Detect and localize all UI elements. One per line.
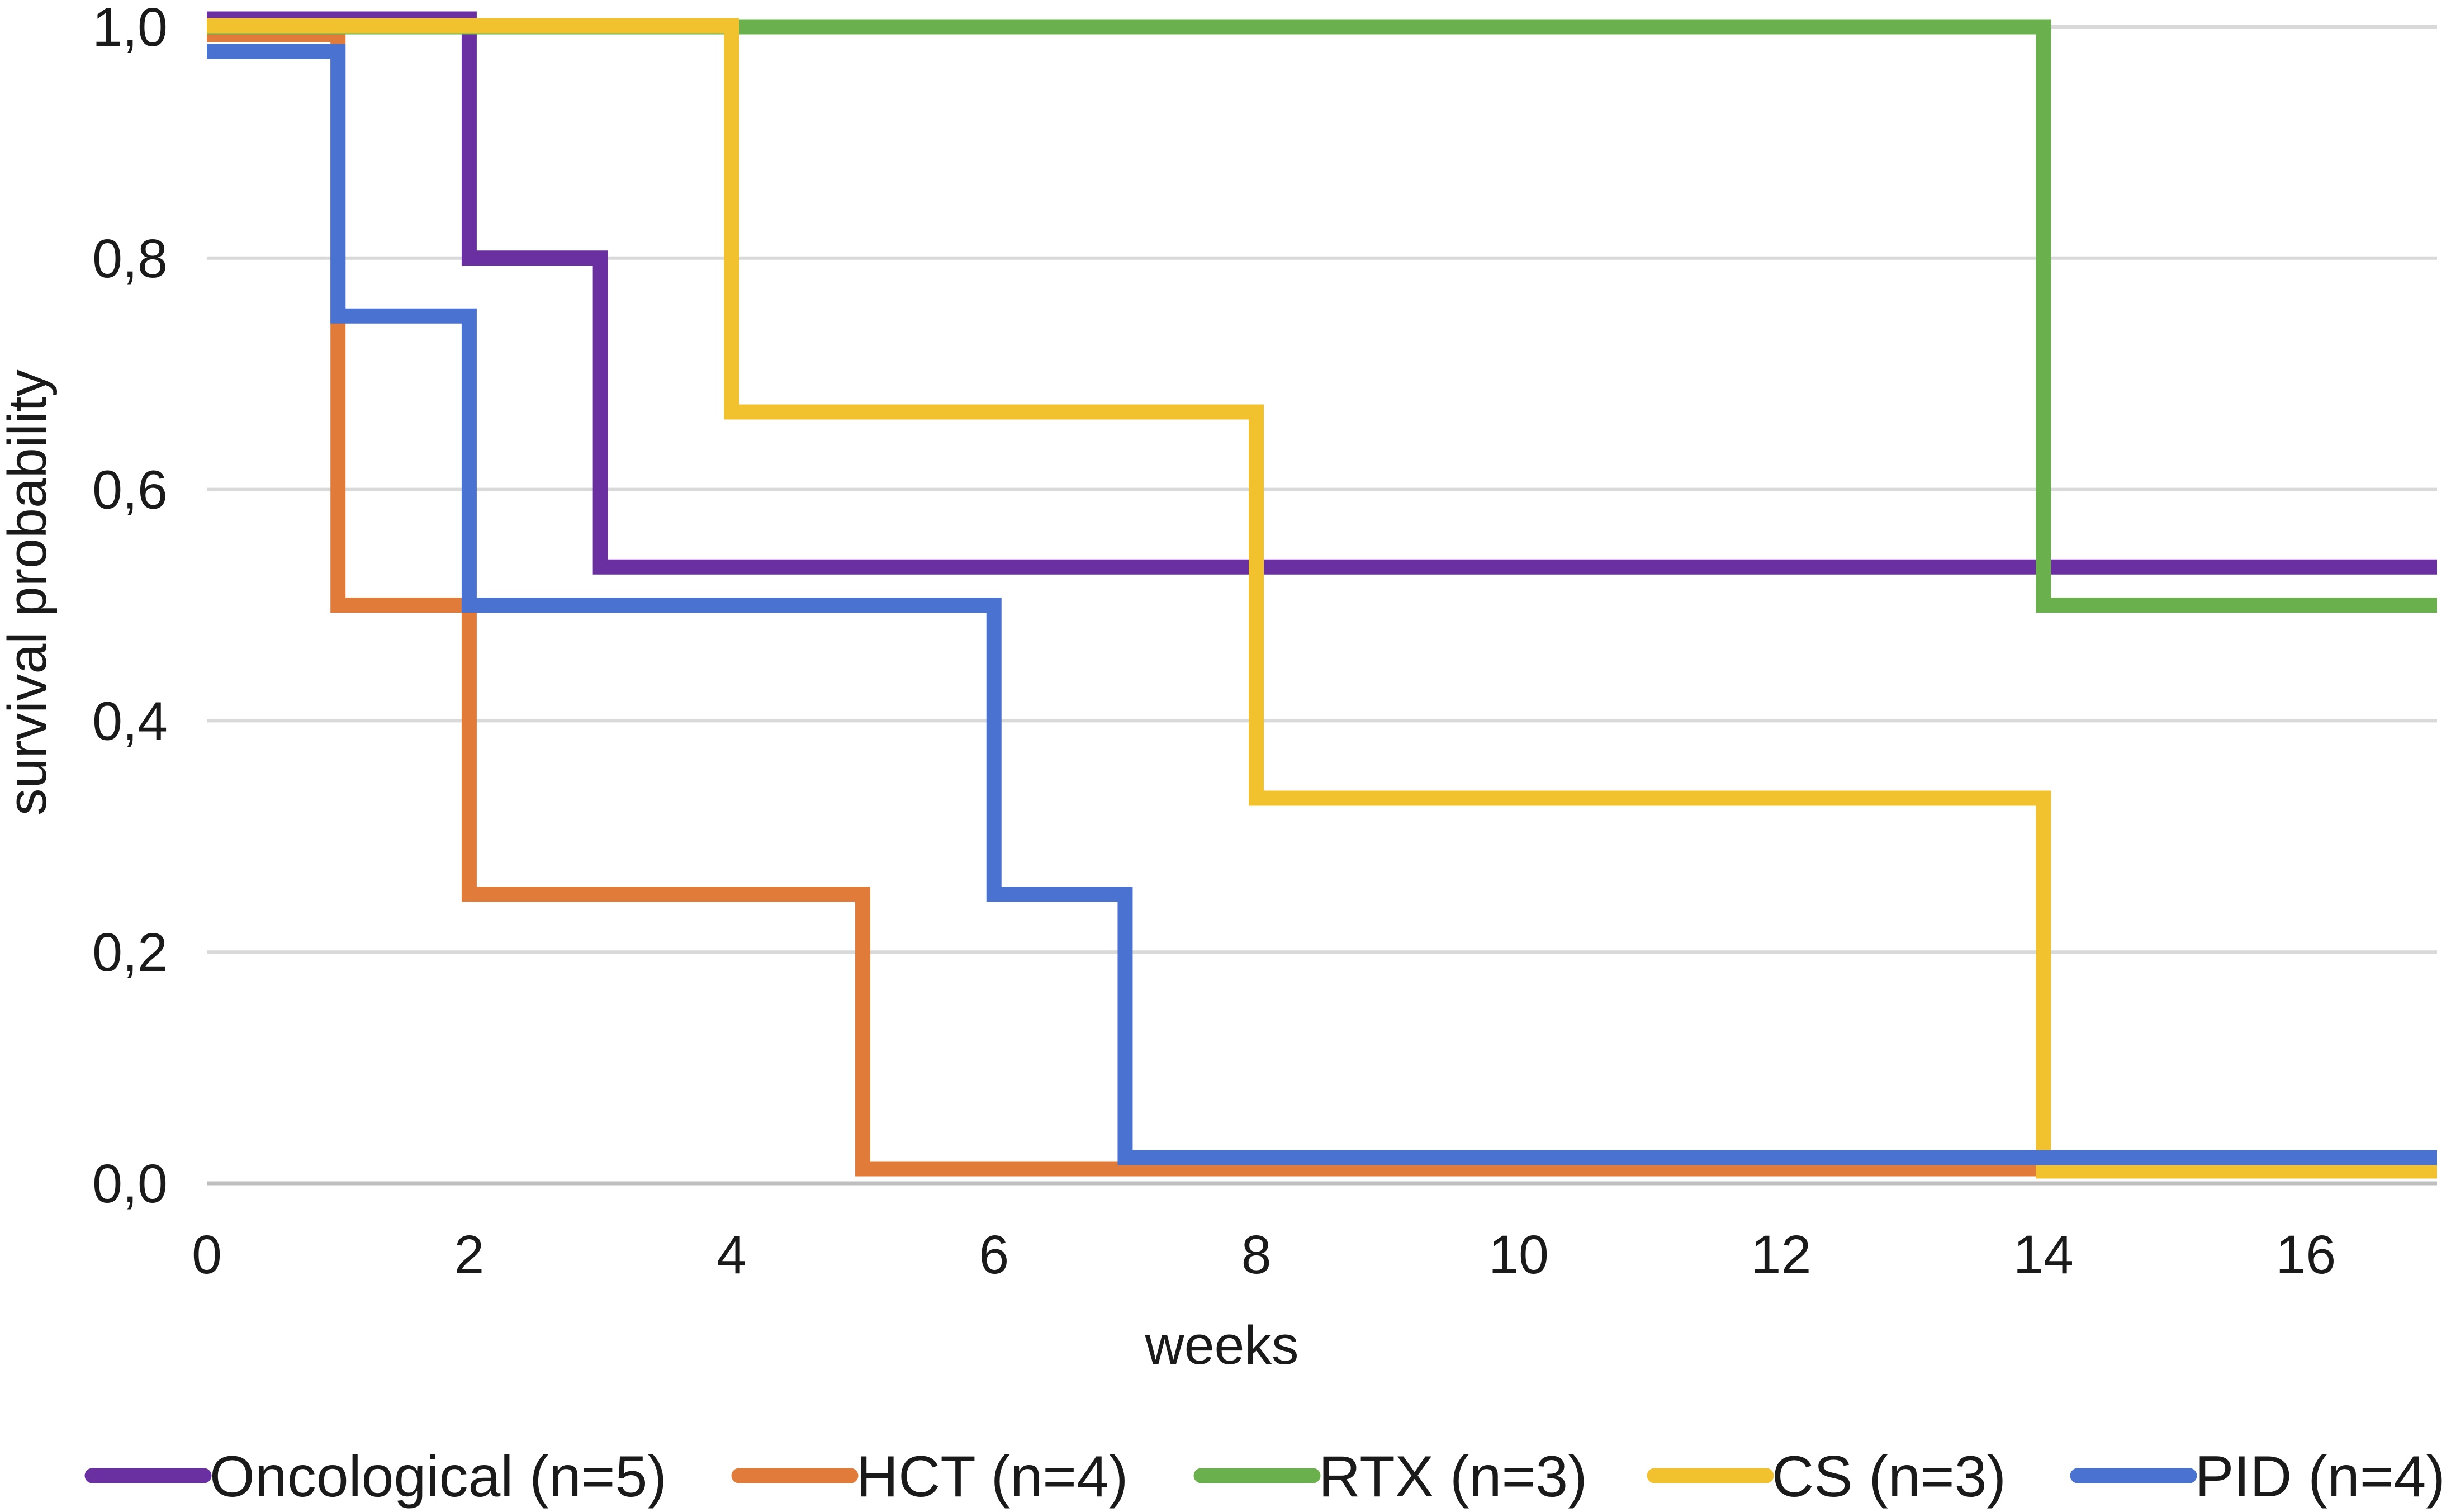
y-tick-label: 0,2 [92, 922, 168, 983]
y-tick-label: 0,4 [92, 690, 168, 751]
y-tick-label: 1,0 [92, 0, 168, 58]
y-axis-title: survival probability [0, 369, 58, 816]
series-line-5 [207, 44, 2437, 1165]
legend-label: CS (n=3) [1772, 1444, 2006, 1509]
legend-label: HCT (n=4) [856, 1444, 1128, 1509]
series-line-4 [207, 18, 2437, 1179]
x-tick-label: 2 [454, 1224, 484, 1285]
series-lines [207, 11, 2437, 1179]
x-tick-label: 14 [2013, 1224, 2074, 1285]
legend-label: PID (n=4) [2195, 1444, 2445, 1509]
series-line-3 [207, 19, 2437, 613]
x-tick-label: 12 [1751, 1224, 1812, 1285]
series-line-1 [207, 11, 2437, 575]
legend: Oncological (n=5) HCT (n=4) RTX (n=3) CS (n… [84, 1444, 2445, 1509]
x-tick-label: 6 [979, 1224, 1009, 1285]
x-tick-label: 10 [1488, 1224, 1549, 1285]
y-axis-ticks: 0,0 0,2 0,4 0,6 0,8 1,0 [92, 0, 168, 1214]
x-tick-label: 16 [2275, 1224, 2336, 1285]
x-axis-title: weeks [1145, 1315, 1299, 1376]
x-tick-label: 4 [717, 1224, 747, 1285]
legend-label: RTX (n=3) [1319, 1444, 1587, 1509]
x-tick-label: 0 [192, 1224, 222, 1285]
y-tick-label: 0,0 [92, 1153, 168, 1214]
y-tick-label: 0,6 [92, 459, 168, 520]
y-tick-label: 0,8 [92, 228, 168, 289]
legend-label: Oncological (n=5) [210, 1444, 667, 1509]
x-tick-label: 8 [1241, 1224, 1272, 1285]
x-axis-ticks: 0 2 4 6 8 10 12 14 16 [192, 1224, 2336, 1285]
